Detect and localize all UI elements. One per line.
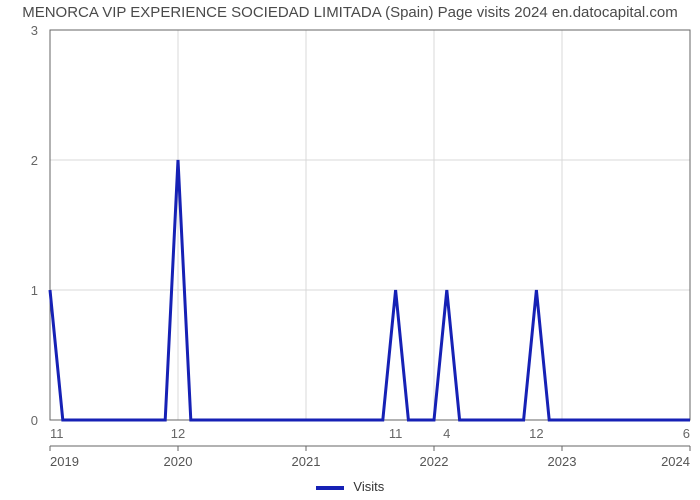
svg-text:11: 11 (389, 426, 403, 441)
svg-text:2022: 2022 (420, 454, 449, 469)
svg-text:12: 12 (529, 426, 543, 441)
legend-swatch (316, 486, 344, 490)
svg-text:1: 1 (31, 283, 38, 298)
svg-text:4: 4 (443, 426, 450, 441)
svg-text:2023: 2023 (548, 454, 577, 469)
chart-title: MENORCA VIP EXPERIENCE SOCIEDAD LIMITADA… (0, 4, 700, 21)
svg-text:0: 0 (31, 413, 38, 428)
chart-svg: 01231112114126201920202021202220232024 (0, 0, 700, 500)
legend: Visits (0, 479, 700, 494)
svg-text:6: 6 (683, 426, 690, 441)
svg-text:2021: 2021 (292, 454, 321, 469)
svg-text:2020: 2020 (164, 454, 193, 469)
svg-text:2019: 2019 (50, 454, 79, 469)
legend-label: Visits (353, 479, 384, 494)
svg-text:2024: 2024 (661, 454, 690, 469)
svg-text:11: 11 (50, 426, 64, 441)
svg-text:12: 12 (171, 426, 185, 441)
svg-text:2: 2 (31, 153, 38, 168)
svg-text:3: 3 (31, 23, 38, 38)
chart-container: MENORCA VIP EXPERIENCE SOCIEDAD LIMITADA… (0, 0, 700, 500)
